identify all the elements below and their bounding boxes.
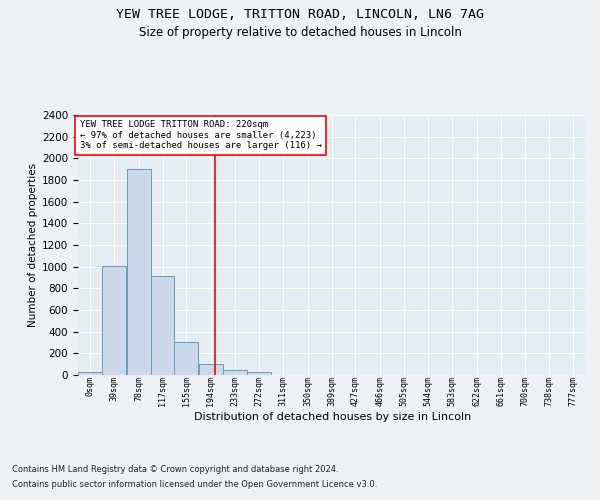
Text: Size of property relative to detached houses in Lincoln: Size of property relative to detached ho…	[139, 26, 461, 39]
Bar	[127, 169, 151, 375]
Text: Distribution of detached houses by size in Lincoln: Distribution of detached houses by size …	[194, 412, 472, 422]
Text: Contains HM Land Registry data © Crown copyright and database right 2024.: Contains HM Land Registry data © Crown c…	[12, 465, 338, 474]
Text: Contains public sector information licensed under the Open Government Licence v3: Contains public sector information licen…	[12, 480, 377, 489]
Bar	[175, 342, 199, 375]
Bar	[103, 266, 127, 375]
Bar	[223, 370, 247, 375]
Bar	[78, 372, 102, 375]
Bar	[247, 372, 271, 375]
Bar	[199, 364, 223, 375]
Text: YEW TREE LODGE, TRITTON ROAD, LINCOLN, LN6 7AG: YEW TREE LODGE, TRITTON ROAD, LINCOLN, L…	[116, 8, 484, 20]
Text: YEW TREE LODGE TRITTON ROAD: 220sqm
← 97% of detached houses are smaller (4,223): YEW TREE LODGE TRITTON ROAD: 220sqm ← 97…	[80, 120, 322, 150]
Y-axis label: Number of detached properties: Number of detached properties	[28, 163, 38, 327]
Bar	[151, 276, 174, 375]
